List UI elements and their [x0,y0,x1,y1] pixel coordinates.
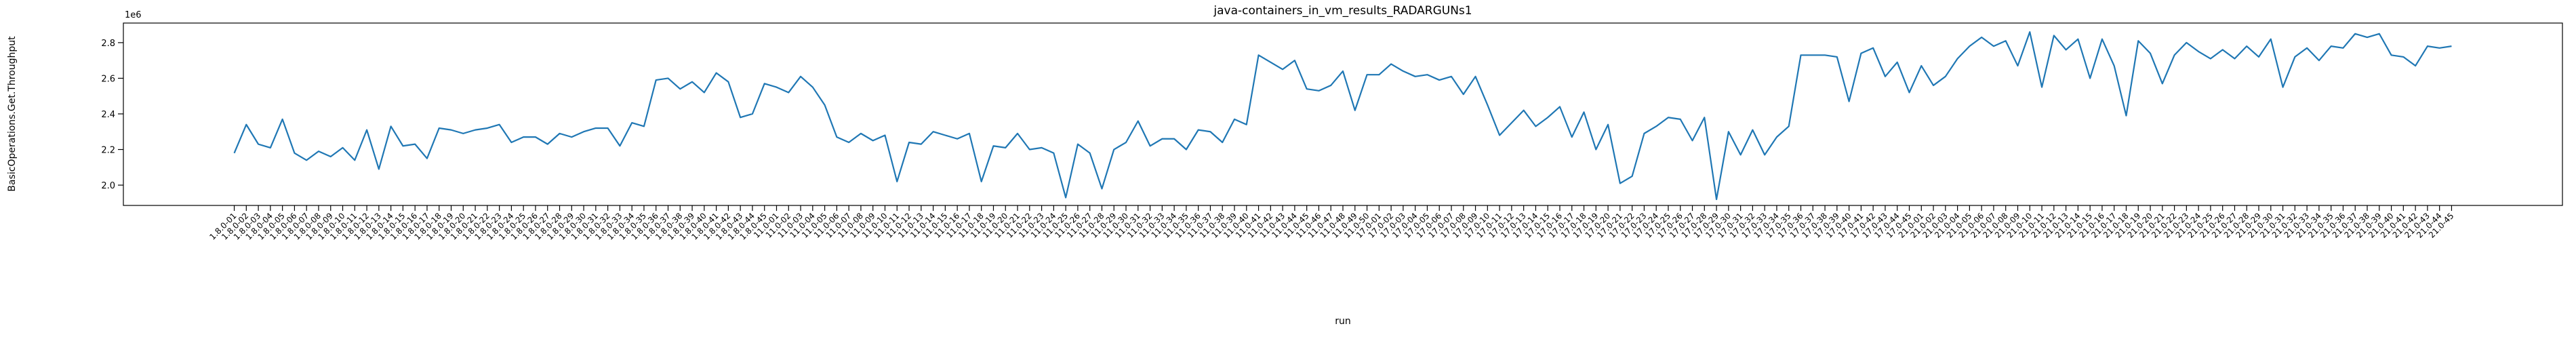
y-axis-label: BasicOperations.Get.Throughput [7,36,18,192]
y-tick-label: 2.6 [101,74,115,84]
y-tick-label: 2.0 [101,181,115,191]
plot-frame [123,22,2563,206]
y-tick-label: 2.2 [101,146,115,156]
y-offset-label: 1e6 [125,10,142,20]
data-line [233,31,2452,201]
y-tick-label: 2.8 [101,39,115,49]
chart-title: java-containers_in_vm_results_RADARGUNs1 [1213,4,1472,18]
x-axis-label: run [1335,316,1351,327]
y-tick-label: 2.4 [101,110,115,120]
